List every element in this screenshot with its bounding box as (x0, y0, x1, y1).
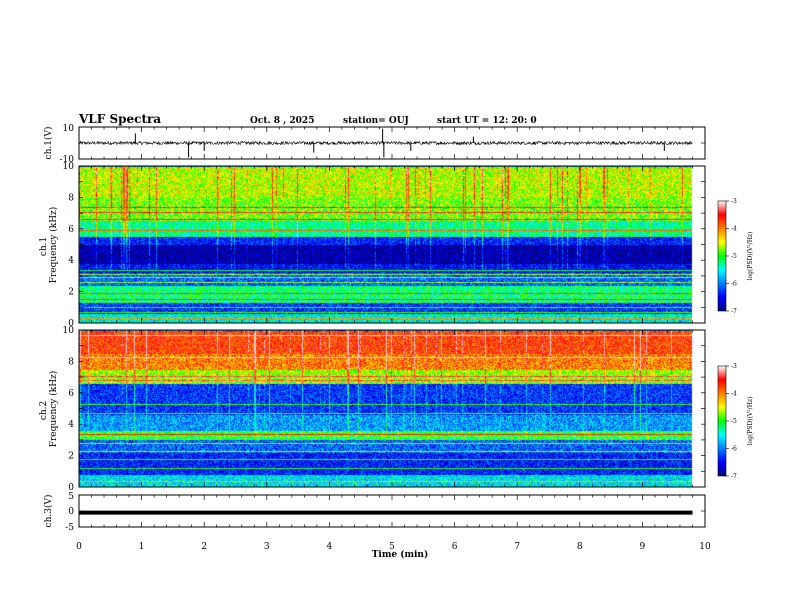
figure-header: VLF Spectra Oct. 8 , 2025 station= OUJ s… (78, 112, 537, 126)
colorbar-tick-label: -7 (731, 473, 737, 480)
colorbar-tick-label: -3 (731, 363, 737, 370)
time-tick-label: 6 (452, 542, 458, 552)
time-tick-label: 5 (389, 542, 395, 552)
time-tick-label: 3 (264, 542, 270, 552)
colorbar-tick-label: -5 (731, 418, 737, 425)
ch1-waveform-panel: 10 -10 ch.1(V) (43, 124, 706, 165)
time-tick-label: 9 (640, 542, 646, 552)
ch1-waveform-ticks (78, 126, 706, 160)
ch2-spectrogram-panel: 0 2 4 6 8 10 ch.2 Frequency (kHz) -3 -4 -5 -6 -7 … (39, 326, 754, 493)
ch1-spectrogram-ticks (78, 165, 706, 324)
ch2-colorbar-ticks: -3 -4 -5 -6 -7 (726, 363, 737, 480)
colorbar-tick-label: -6 (731, 281, 737, 288)
ch2-colorbar-label: log(PSD)(V²/Hz) (747, 397, 754, 446)
ch2-ylabel-channel: ch.2 (39, 401, 49, 420)
colorbar-tick-label: -4 (731, 391, 737, 398)
colorbar-tick-label: -3 (731, 198, 737, 205)
ch3-ytick-middle: 0 (68, 507, 74, 517)
ch1-waveform-ylabel: ch.1(V) (43, 127, 54, 160)
ch1-ylabel-channel: ch.1 (39, 237, 49, 256)
ch1-spectrogram-image (79, 166, 705, 323)
ch3-waveform-ylabel: ch.3(V) (43, 495, 54, 528)
ch1-spectrogram-ytick-labels: 0 2 4 6 8 10 (63, 162, 75, 329)
time-axis-tick-labels: 0 1 2 3 4 5 6 7 8 9 10 (76, 542, 711, 552)
figure-title: VLF Spectra (78, 112, 161, 126)
frequency-tick-label: 8 (68, 357, 74, 367)
colorbar-tick-label: -4 (731, 226, 737, 233)
frequency-tick-label: 2 (68, 288, 74, 298)
frequency-tick-label: 4 (68, 420, 74, 430)
ch1-spectrogram-ylabel: ch.1 Frequency (kHz) (39, 207, 59, 284)
ch3-ytick-top: 5 (68, 492, 74, 502)
ch1-colorbar-ticks: -3 -4 -5 -6 -7 (726, 198, 737, 315)
ch2-colorbar: -3 -4 -5 -6 -7 log(PSD)(V²/Hz) (717, 363, 754, 480)
time-tick-label: 1 (139, 542, 145, 552)
time-axis-label: Time (min) (372, 549, 429, 560)
colorbar-tick-label: -7 (731, 308, 737, 315)
ch2-spectrogram-image (79, 330, 705, 487)
ch2-ylabel-frequency: Frequency (kHz) (48, 371, 59, 448)
ch1-colorbar-gradient (717, 200, 727, 312)
frequency-tick-label: 6 (68, 225, 74, 235)
time-tick-label: 0 (76, 542, 82, 552)
ch1-ytick-bottom: -10 (60, 155, 75, 165)
time-tick-label: 2 (201, 542, 207, 552)
figure-start-time: start UT = 12: 20: 0 (437, 116, 537, 126)
ch1-noise-line (78, 140, 693, 146)
time-tick-label: 4 (327, 542, 333, 552)
frequency-tick-label: 10 (63, 162, 75, 172)
figure-station: station= OUJ (343, 116, 409, 126)
colorbar-tick-label: -6 (731, 446, 737, 453)
ch2-colorbar-gradient (717, 365, 727, 477)
ch1-ylabel-frequency: Frequency (kHz) (48, 207, 59, 284)
colorbar-tick-label: -5 (731, 253, 737, 260)
frequency-tick-label: 0 (68, 319, 74, 329)
ch3-waveform-ticks (78, 494, 706, 528)
ch1-colorbar-label: log(PSD)(V²/Hz) (747, 232, 754, 281)
time-tick-label: 8 (577, 542, 583, 552)
frequency-tick-label: 2 (68, 452, 74, 462)
frequency-tick-label: 10 (63, 326, 75, 336)
figure-date: Oct. 8 , 2025 (250, 116, 314, 126)
time-tick-label: 10 (699, 542, 711, 552)
ch1-colorbar: -3 -4 -5 -6 -7 log(PSD)(V²/Hz) (717, 198, 754, 315)
time-tick-label: 7 (514, 542, 520, 552)
frequency-tick-label: 8 (68, 193, 74, 203)
ch2-spectrogram-ytick-labels: 0 2 4 6 8 10 (63, 326, 75, 493)
frequency-tick-label: 0 (68, 483, 74, 493)
ch3-ytick-bottom: -5 (65, 523, 74, 533)
ch2-spectrogram-ylabel: ch.2 Frequency (kHz) (39, 371, 59, 448)
ch1-ytick-top: 10 (63, 124, 75, 134)
ch3-waveform-panel: 5 0 -5 ch.3(V) 0 1 2 3 4 5 6 7 8 9 10 Time (min) (43, 492, 711, 560)
ch1-waveform-trace (78, 128, 693, 158)
frequency-tick-label: 6 (68, 389, 74, 399)
ch2-spectrogram-ticks (78, 329, 706, 488)
frequency-tick-label: 4 (68, 256, 74, 266)
ch1-spectrogram-panel: 0 2 4 6 8 10 ch.1 Frequency (kHz) -3 -4 -5 -6 -7 … (39, 162, 754, 329)
